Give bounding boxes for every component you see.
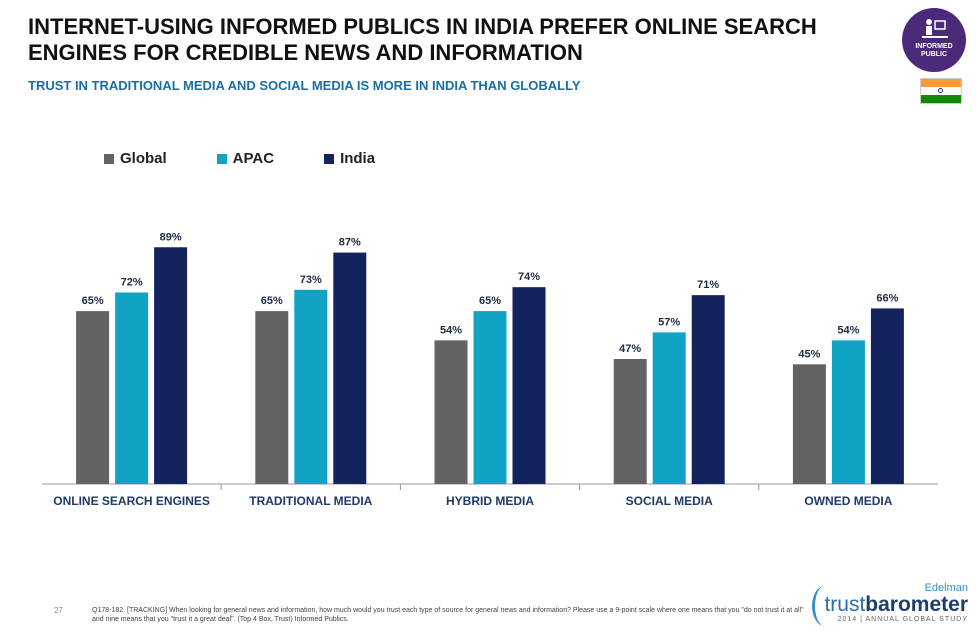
bar-india-hybrid-media [512, 287, 546, 484]
bar-apac-online-search-engines [115, 292, 149, 484]
legend-label-global: Global [120, 150, 167, 167]
brand-barometer: barometer [865, 593, 968, 616]
page-title: INTERNET-USING INFORMED PUBLICS IN INDIA… [28, 14, 817, 65]
legend-swatch-global [104, 153, 114, 164]
bar-global-online-search-engines [76, 311, 110, 484]
data-label-india-traditional-media: 87% [339, 237, 361, 249]
data-label-apac-traditional-media: 73% [300, 274, 322, 286]
page-subtitle: TRUST IN TRADITIONAL MEDIA AND SOCIAL ME… [28, 78, 581, 93]
bar-india-online-search-engines [154, 247, 188, 484]
bar-global-social-media [613, 358, 647, 484]
bar-apac-owned-media [831, 340, 865, 484]
bar-india-owned-media [870, 308, 904, 484]
brand-swirl-icon [812, 586, 837, 626]
legend-item-apac: APAC [216, 150, 275, 167]
flag-stripe-bottom [921, 95, 961, 103]
chakra-icon [938, 88, 943, 93]
person-at-desk-icon [922, 19, 948, 38]
bar-india-social-media [691, 295, 725, 484]
bar-global-traditional-media [255, 311, 289, 484]
brand-edelman: Edelman [924, 582, 968, 594]
data-label-apac-hybrid-media: 65% [479, 295, 501, 307]
india-flag [920, 78, 962, 104]
flag-stripe-middle [921, 87, 961, 95]
bar-apac-hybrid-media [473, 311, 507, 484]
data-label-india-online-search-engines: 89% [160, 231, 182, 243]
legend-label-india: India [340, 150, 376, 167]
chart-legend: Global APAC India [104, 150, 425, 167]
bar-india-traditional-media [333, 252, 367, 484]
bar-apac-social-media [652, 332, 686, 484]
data-label-india-owned-media: 66% [876, 292, 898, 304]
category-label-hybrid-media: HYBRID MEDIA [446, 494, 534, 508]
category-label-social-media: SOCIAL MEDIA [626, 494, 713, 508]
footnote: Q178-182. [TRACKING] When looking for ge… [92, 607, 804, 623]
flag-stripe-top [921, 79, 961, 87]
badge-label: INFORMED PUBLIC [915, 43, 953, 58]
data-label-global-social-media: 47% [619, 343, 641, 355]
bar-global-owned-media [792, 364, 826, 484]
legend-item-india: India [324, 150, 375, 167]
brand-logo: Edelman trustbarometer 2014 | ANNUAL GLO… [818, 582, 968, 623]
data-label-global-hybrid-media: 54% [440, 324, 462, 336]
data-label-india-social-media: 71% [697, 279, 719, 291]
data-label-india-hybrid-media: 74% [518, 271, 540, 283]
page-number: 27 [54, 606, 63, 615]
brand-trust: trust [824, 593, 866, 616]
category-label-traditional-media: TRADITIONAL MEDIA [249, 494, 372, 508]
legend-swatch-india [324, 153, 335, 164]
category-label-online-search-engines: ONLINE SEARCH ENGINES [53, 494, 210, 508]
data-label-global-owned-media: 45% [798, 348, 820, 360]
data-label-apac-owned-media: 54% [837, 324, 859, 336]
informed-public-badge: INFORMED PUBLIC [902, 8, 966, 72]
legend-label-apac: APAC [232, 150, 275, 167]
bar-apac-traditional-media [294, 289, 328, 484]
brand-trustbarometer: trustbarometer [818, 594, 968, 616]
data-label-apac-social-media: 57% [658, 316, 680, 328]
bar-global-hybrid-media [434, 340, 468, 484]
legend-item-global: Global [104, 150, 167, 167]
data-label-apac-online-search-engines: 72% [121, 276, 143, 288]
brand-subline: 2014 | ANNUAL GLOBAL STUDY [837, 616, 968, 623]
data-label-global-online-search-engines: 65% [82, 295, 104, 307]
legend-swatch-apac [216, 153, 227, 164]
data-label-global-traditional-media: 65% [261, 295, 283, 307]
category-label-owned-media: OWNED MEDIA [804, 494, 892, 508]
